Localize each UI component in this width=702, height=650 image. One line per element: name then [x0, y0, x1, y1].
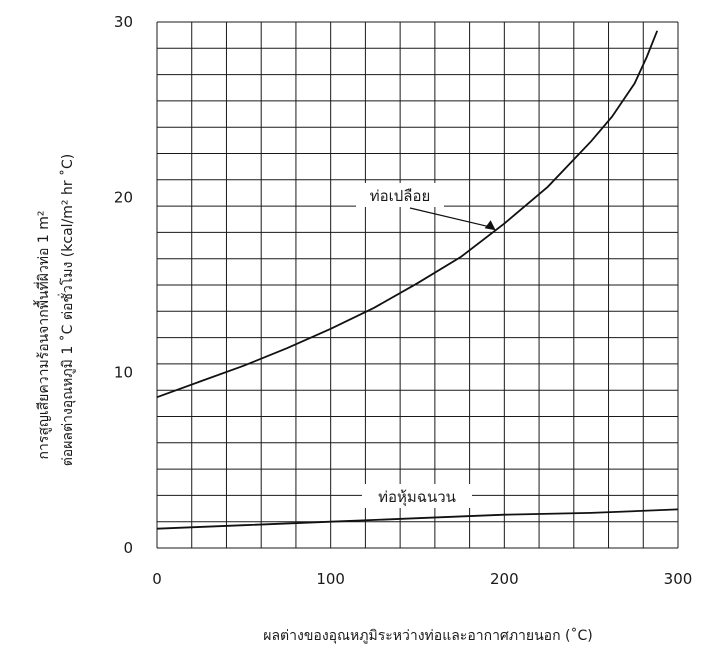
- y-tick-label: 20: [114, 188, 133, 206]
- insulated-pipe-label-bg: [362, 484, 472, 508]
- bare-pipe-label-bg: [356, 183, 444, 207]
- x-tick-label: 200: [490, 570, 519, 588]
- bare-pipe-label: ท่อเปลือย: [370, 187, 431, 205]
- x-tick-label: 0: [152, 570, 162, 588]
- y-axis-title-line2: ต่อผลต่างอุณหภูมิ 1 ˚C ต่อชั่วโมง (kcal/…: [58, 154, 76, 467]
- bare-pipe-arrow-shaft: [409, 207, 492, 228]
- y-axis-title-line1: การสูญเสียความร้อนจากพื้นที่ผิวท่อ 1 m²: [33, 210, 52, 459]
- annotations: ท่อเปลือยท่อหุ้มฉนวน: [356, 183, 496, 508]
- insulated-pipe-line: [156, 508, 679, 530]
- y-tick-label: 10: [114, 364, 133, 382]
- x-axis-title: ผลต่างของอุณหภูมิระหว่างท่อและอากาศภายนอ…: [263, 627, 592, 644]
- x-tick-label: 100: [316, 570, 345, 588]
- x-tick-label: 300: [664, 570, 693, 588]
- series-group: [156, 30, 679, 530]
- bare-pipe-line: [156, 30, 659, 399]
- y-tick-label: 30: [114, 13, 133, 31]
- bare-pipe-arrow-head: [484, 220, 496, 231]
- y-tick-label: 0: [123, 539, 133, 557]
- tick-labels: 0 100 200 300 0 10 20 30: [114, 13, 692, 588]
- grid: [156, 21, 679, 549]
- insulated-pipe-label: ท่อหุ้มฉนวน: [378, 488, 456, 507]
